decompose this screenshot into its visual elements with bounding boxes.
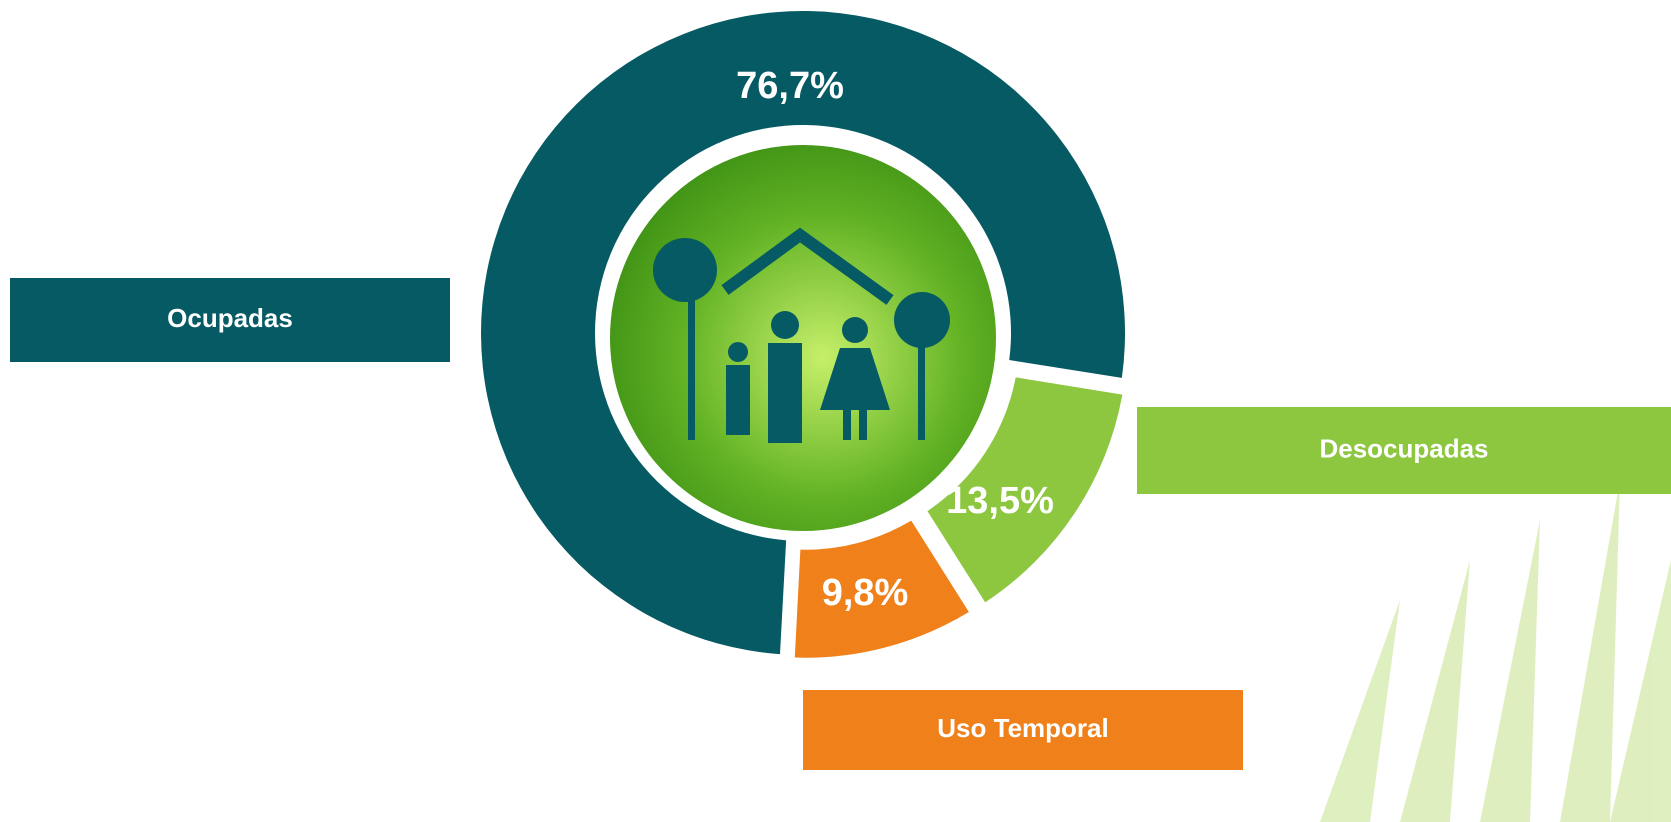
chart: 76,7% Ocupadas 13,5% Desocupadas 9,8% Uso Tem… [0,0,1671,822]
value-label: 76,7% [736,65,844,107]
grass-decoration [1320,480,1671,822]
legend-label: Ocupadas [167,303,293,333]
value-label: 9,8% [822,572,909,614]
value-label: 13,5% [946,480,1054,522]
legend-label: Desocupadas [1319,433,1488,463]
legend-label: Uso Temporal [937,713,1108,743]
page: 76,7% Ocupadas 13,5% Desocupadas 9,8% Uso Tem… [0,0,1671,822]
